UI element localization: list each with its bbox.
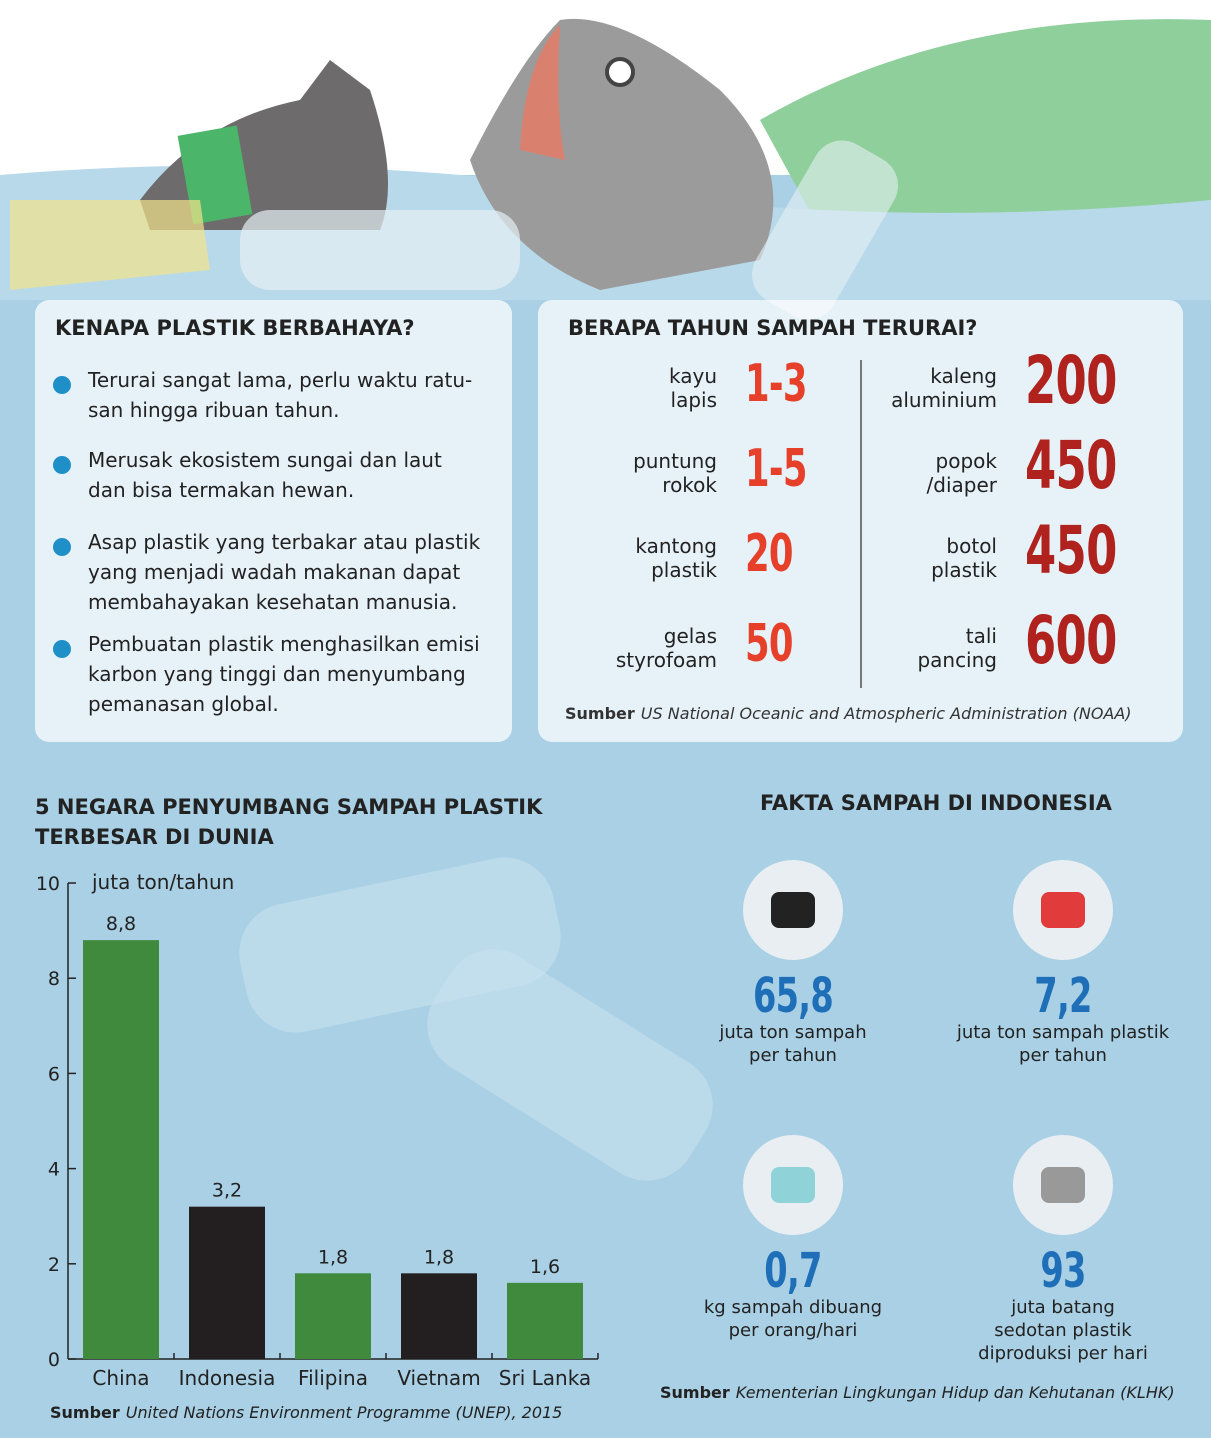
bullet: [53, 538, 71, 556]
fact-value: 0,7: [764, 1247, 821, 1295]
fact-text: diproduksi per hari: [978, 1343, 1148, 1364]
facts-title: FAKTA SAMPAH DI INDONESIA: [760, 791, 1112, 815]
source-text: United Nations Environment Programme (UN…: [126, 1403, 563, 1422]
fact-text: kg sampah dibuang: [704, 1297, 882, 1318]
source: Sumber Kementerian Lingkungan Hidup dan K…: [660, 1383, 1175, 1402]
why-text: membahayakan kesehatan manusia.: [88, 590, 457, 614]
years: 1-5: [745, 443, 807, 495]
years: 20: [745, 528, 793, 580]
item-label: kayu: [669, 364, 717, 388]
icon: [1013, 1135, 1113, 1235]
years: 600: [1025, 608, 1117, 674]
why-text: dan bisa termakan hewan.: [88, 478, 354, 502]
icon: [743, 860, 843, 960]
fact-value: 7,2: [1034, 972, 1091, 1020]
fact-text: juta ton sampah plastik: [957, 1022, 1169, 1043]
fact-text: juta batang: [1011, 1297, 1115, 1318]
page: KENAPA PLASTIK BERBAHAYA? Terurai sangat …: [0, 0, 1211, 1438]
item-label: popok: [936, 449, 997, 473]
item-label: aluminium: [891, 388, 997, 412]
item-label: plastik: [931, 558, 997, 582]
years: 50: [745, 618, 793, 670]
why-text: karbon yang tinggi dan menyumbang: [88, 662, 466, 686]
item-label: gelas: [664, 624, 717, 648]
why-text: Pembuatan plastik menghasilkan emisi: [88, 632, 480, 656]
item-label: puntung: [633, 449, 717, 473]
why-text: Merusak ekosistem sungai dan laut: [88, 448, 442, 472]
fact-text: sedotan plastik: [994, 1320, 1131, 1341]
years: 1-3: [745, 358, 807, 410]
bullet: [53, 640, 71, 658]
icon: [743, 1135, 843, 1235]
bullet: [53, 376, 71, 394]
years: 450: [1025, 433, 1117, 499]
infographic: KENAPA PLASTIK BERBAHAYA? Terurai sangat …: [0, 0, 1211, 1438]
decompose-title: BERAPA TAHUN SAMPAH TERURAI?: [568, 316, 977, 340]
source-label: Sumber: [50, 1403, 120, 1422]
years: 200: [1025, 348, 1117, 414]
source-text: US National Oceanic and Atmospheric Admi…: [641, 704, 1132, 723]
source-text: Kementerian Lingkungan Hidup dan Kehutan…: [736, 1383, 1175, 1402]
item-label: botol: [946, 534, 997, 558]
item-label: kantong: [635, 534, 717, 558]
icon: [1013, 860, 1113, 960]
item-label: plastik: [651, 558, 717, 582]
icon-shape: [1041, 1167, 1085, 1203]
chart-title: 5 NEGARA PENYUMBANG SAMPAH PLASTIK TERBE…: [35, 792, 575, 852]
item-label: rokok: [662, 473, 717, 497]
item-label: /diaper: [927, 473, 997, 497]
item-label: tali: [966, 624, 997, 648]
icon-shape: [771, 1167, 815, 1203]
icon-shape: [1041, 892, 1085, 928]
bullet: [53, 456, 71, 474]
icon-shape: [771, 892, 815, 928]
item-label: styrofoam: [616, 648, 717, 672]
source-label: Sumber: [660, 1383, 730, 1402]
source-label: Sumber: [565, 704, 635, 723]
item-label: kaleng: [930, 364, 997, 388]
item-label: lapis: [671, 388, 717, 412]
fact-text: per tahun: [1019, 1045, 1107, 1066]
fact-text: per tahun: [749, 1045, 837, 1066]
divider: [860, 360, 862, 688]
why-title: KENAPA PLASTIK BERBAHAYA?: [55, 316, 415, 340]
why-text: Terurai sangat lama, perlu waktu ratu-: [88, 368, 472, 392]
item-label: pancing: [917, 648, 997, 672]
source: Sumber US National Oceanic and Atmospheri…: [565, 704, 1132, 723]
fact-value: 65,8: [753, 972, 833, 1020]
fact-text: per orang/hari: [729, 1320, 858, 1341]
why-text: pemanasan global.: [88, 692, 279, 716]
why-text: Asap plastik yang terbakar atau plastik: [88, 530, 480, 554]
why-text: san hingga ribuan tahun.: [88, 398, 340, 422]
why-text: yang menjadi wadah makanan dapat: [88, 560, 460, 584]
fact-text: juta ton sampah: [719, 1022, 866, 1043]
source: Sumber United Nations Environment Program…: [50, 1403, 562, 1422]
years: 450: [1025, 518, 1117, 584]
fact-value: 93: [1040, 1247, 1085, 1295]
